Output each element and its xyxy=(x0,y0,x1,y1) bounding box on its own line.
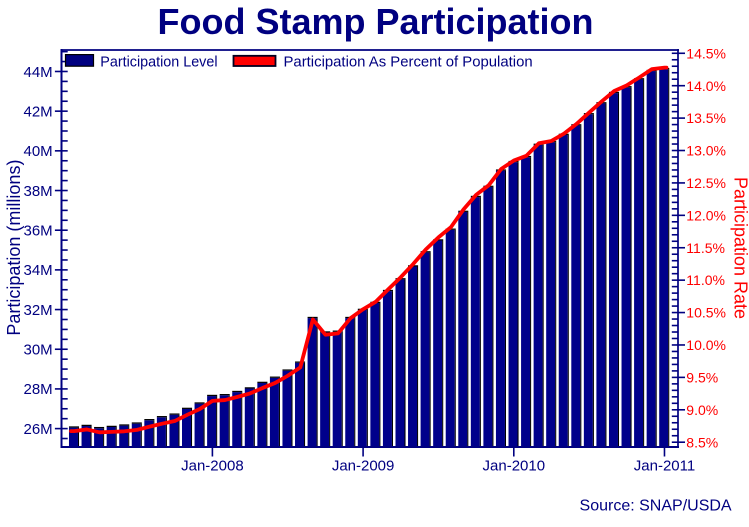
svg-text:9.0%: 9.0% xyxy=(686,402,718,418)
svg-text:44M: 44M xyxy=(24,64,53,81)
svg-text:Participation (millions): Participation (millions) xyxy=(4,160,24,336)
svg-text:42M: 42M xyxy=(24,104,53,121)
svg-text:Food Stamp Participation: Food Stamp Participation xyxy=(157,1,593,42)
svg-text:10.0%: 10.0% xyxy=(686,337,726,353)
svg-text:Jan-2008: Jan-2008 xyxy=(181,457,244,474)
svg-text:10.5%: 10.5% xyxy=(686,305,726,321)
svg-text:14.5%: 14.5% xyxy=(686,45,726,61)
svg-text:28M: 28M xyxy=(24,381,53,398)
svg-text:40M: 40M xyxy=(24,143,53,160)
svg-text:Jan-2010: Jan-2010 xyxy=(483,457,546,474)
svg-text:12.5%: 12.5% xyxy=(686,175,726,191)
svg-text:Participation Rate: Participation Rate xyxy=(730,177,749,319)
svg-text:11.5%: 11.5% xyxy=(686,240,725,256)
svg-text:11.0%: 11.0% xyxy=(686,272,725,288)
svg-text:30M: 30M xyxy=(24,342,53,359)
svg-text:Jan-2009: Jan-2009 xyxy=(332,457,395,474)
svg-text:14.0%: 14.0% xyxy=(686,78,726,94)
svg-text:8.5%: 8.5% xyxy=(686,434,718,450)
svg-text:34M: 34M xyxy=(24,262,53,279)
svg-text:9.5%: 9.5% xyxy=(686,370,718,386)
svg-text:Participation As Percent of Po: Participation As Percent of Population xyxy=(284,54,533,70)
svg-text:Participation Level: Participation Level xyxy=(100,54,217,70)
svg-text:38M: 38M xyxy=(24,183,53,200)
svg-text:Source: SNAP/USDA: Source: SNAP/USDA xyxy=(580,497,732,514)
svg-text:32M: 32M xyxy=(24,302,53,319)
svg-text:Jan-2011: Jan-2011 xyxy=(634,457,695,474)
svg-text:12.0%: 12.0% xyxy=(686,207,726,223)
svg-text:13.0%: 13.0% xyxy=(686,143,726,159)
svg-text:13.5%: 13.5% xyxy=(686,110,726,126)
svg-text:26M: 26M xyxy=(24,421,53,438)
svg-text:36M: 36M xyxy=(24,223,53,240)
